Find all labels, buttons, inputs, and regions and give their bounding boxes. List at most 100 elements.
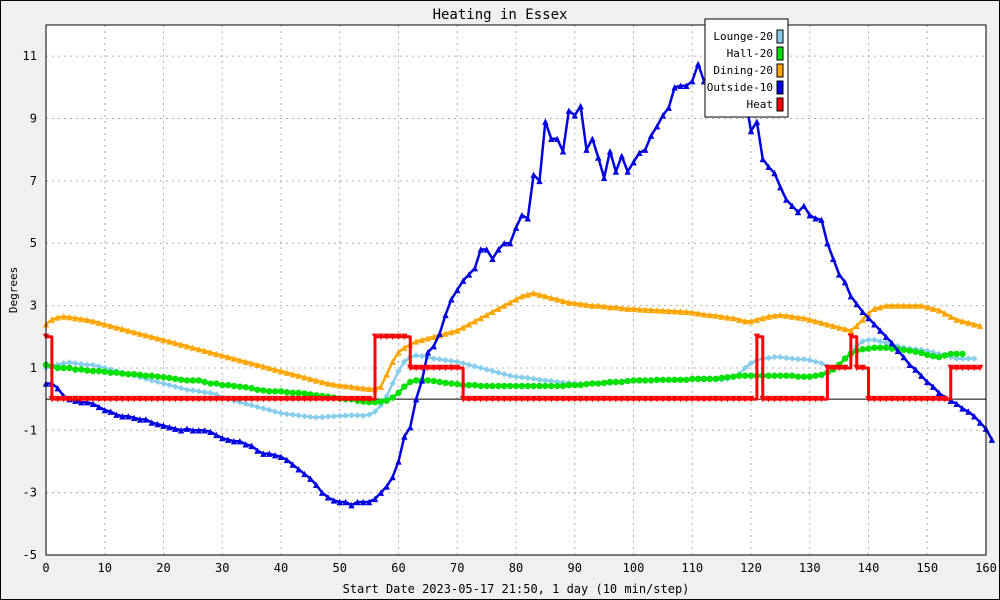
- outside-10-point: [277, 453, 285, 460]
- heat-point: [565, 395, 573, 403]
- outside-10-point: [589, 135, 596, 142]
- dining-20-point: [736, 316, 743, 323]
- heat-point: [254, 395, 261, 403]
- dining-20-point: [642, 306, 649, 313]
- heat-point: [694, 395, 702, 403]
- heat-point: [671, 395, 678, 403]
- hall-20-point: [242, 384, 249, 391]
- dining-20-point: [777, 311, 784, 319]
- lounge-20-point: [506, 372, 514, 379]
- hall-20-point: [477, 382, 484, 390]
- lounge-20-point: [154, 378, 161, 386]
- dining-20-point: [430, 333, 437, 340]
- outside-10-point: [665, 104, 672, 111]
- heat-point: [195, 395, 202, 403]
- hall-20-point: [624, 377, 631, 385]
- heat-point: [48, 395, 56, 403]
- outside-10-point: [260, 450, 267, 457]
- hall-20-point: [177, 376, 185, 383]
- outside-10-point: [395, 458, 402, 465]
- dining-20-point: [888, 302, 896, 309]
- dining-20-point: [724, 314, 731, 321]
- heat-point: [753, 333, 761, 340]
- hall-20-point: [483, 382, 490, 390]
- outside-10-point: [518, 211, 526, 219]
- dining-20-point: [224, 353, 232, 361]
- lounge-20-point: [882, 339, 890, 347]
- dining-20-point: [871, 305, 878, 312]
- y-tick-label: 1: [30, 361, 37, 375]
- outside-10-point: [512, 224, 520, 231]
- dining-20-point: [348, 383, 355, 390]
- outside-10-point: [988, 436, 996, 443]
- heat-point: [125, 395, 132, 403]
- dining-20-point: [730, 314, 737, 322]
- legend: Lounge-20 Hall-20 Dining-20 Outside-10 Heat: [704, 18, 789, 118]
- hall-20-point: [612, 378, 620, 386]
- outside-10-point: [659, 112, 667, 119]
- dining-20-point: [424, 335, 432, 342]
- hall-20-point: [78, 366, 85, 373]
- outside-10-point: [536, 177, 543, 185]
- outside-10-point: [612, 168, 620, 175]
- heat-point: [442, 364, 449, 372]
- heat-point: [189, 395, 197, 403]
- outside-10-point: [553, 135, 561, 142]
- heat-point: [918, 395, 925, 403]
- outside-10-point: [571, 112, 578, 119]
- outside-10-point: [918, 372, 925, 379]
- dining-20-point: [248, 360, 255, 367]
- dining-20-point: [959, 317, 966, 325]
- outside-10-point: [236, 438, 244, 445]
- heat-point: [236, 395, 244, 403]
- outside-10-point: [747, 127, 755, 135]
- outside-10-point: [882, 333, 890, 340]
- dining-20-point: [765, 313, 772, 320]
- hall-20-point: [800, 373, 808, 380]
- heat-point: [553, 395, 561, 403]
- lounge-20-point: [741, 364, 749, 372]
- dining-20-point: [154, 335, 161, 342]
- hall-20-point: [548, 382, 555, 390]
- hall-20-point: [201, 378, 208, 386]
- dining-20-point: [160, 336, 167, 344]
- outside-10-point: [254, 447, 261, 454]
- lounge-20-point: [342, 412, 349, 419]
- hall-20-point: [489, 382, 496, 390]
- dining-20-point: [512, 296, 520, 303]
- y-tick-label: 7: [30, 174, 37, 188]
- outside-10-point: [354, 498, 361, 506]
- heat-point: [794, 395, 802, 403]
- outside-10-point: [89, 400, 97, 407]
- dining-20-point: [72, 314, 79, 322]
- hall-20-point: [565, 381, 573, 389]
- dining-20-point: [383, 370, 390, 378]
- outside-10-point: [324, 494, 332, 501]
- hall-20-point: [924, 351, 931, 359]
- lounge-20-point: [794, 356, 802, 363]
- outside-10-point: [136, 416, 144, 423]
- outside-10-point: [642, 146, 649, 153]
- dining-20-point: [142, 332, 150, 339]
- outside-10-point: [160, 422, 167, 429]
- lounge-20-point: [354, 412, 361, 419]
- lounge-20-point: [72, 360, 79, 367]
- heat-point: [941, 395, 949, 403]
- heat-point: [935, 395, 943, 403]
- dining-20-point: [289, 370, 296, 378]
- dining-20-point: [412, 338, 420, 345]
- hall-20-point: [730, 373, 737, 380]
- outside-10-point: [183, 425, 191, 432]
- heat-point: [201, 395, 208, 403]
- lounge-20-point: [777, 353, 784, 361]
- dining-20-point: [471, 317, 479, 325]
- lounge-20-point: [800, 356, 808, 363]
- dining-20-point: [741, 317, 749, 325]
- hall-20-point: [877, 344, 884, 351]
- x-tick-label: 150: [916, 561, 938, 575]
- hall-20-point: [700, 375, 708, 383]
- dining-20-point: [495, 305, 502, 312]
- outside-10-point: [753, 118, 761, 125]
- heat-point: [154, 395, 161, 403]
- heat-point: [207, 395, 214, 403]
